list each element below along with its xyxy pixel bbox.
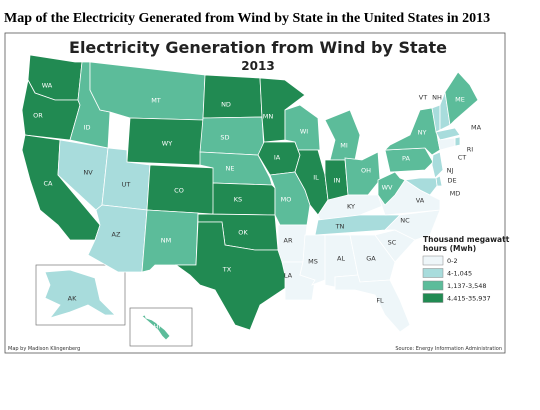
state [294, 149, 329, 216]
state-label: AZ [112, 231, 121, 239]
state-label: CO [174, 187, 184, 195]
legend-title: hours (Mwh) [423, 244, 476, 253]
state [403, 177, 438, 196]
state [384, 209, 441, 241]
legend-label: 4-1,045 [447, 270, 472, 278]
legend-label: 1,137-3,548 [447, 282, 487, 290]
state-label: CT [458, 154, 467, 162]
state [377, 171, 406, 206]
state-label: HI [154, 323, 161, 331]
map-subtitle: 2013 [241, 59, 274, 73]
state-label: OK [238, 229, 248, 237]
map-title: Electricity Generation from Wind by Stat… [69, 38, 447, 57]
state-label: RI [467, 146, 474, 154]
page-title: Map of the Electricity Generated from Wi… [4, 11, 490, 26]
legend-title: Thousand megawatt [423, 235, 510, 244]
legend-label: 0-2 [447, 257, 458, 265]
state [141, 209, 199, 273]
state-label: OR [33, 112, 43, 120]
state-label: MS [308, 258, 318, 266]
state-label: FL [376, 297, 384, 305]
state-label: KY [347, 203, 355, 211]
state-label: NH [432, 94, 442, 102]
state [435, 127, 461, 141]
state [141, 314, 171, 341]
state [454, 136, 461, 147]
state-label: WY [162, 140, 172, 148]
state-label: VT [419, 94, 427, 102]
state-label: ME [455, 96, 465, 104]
state-label: MD [450, 190, 461, 198]
state [277, 224, 308, 263]
state-label: AR [284, 237, 293, 245]
state-label: UT [122, 181, 131, 189]
state-label: MA [471, 124, 482, 132]
state [202, 74, 263, 119]
state [334, 274, 411, 333]
state [44, 269, 116, 319]
alaska-inset [35, 264, 126, 326]
state-label: MT [151, 97, 161, 105]
state-label: NC [400, 217, 410, 225]
state-label: AL [337, 255, 345, 263]
state [212, 182, 276, 216]
state [444, 71, 479, 126]
state-label: NV [83, 169, 93, 177]
state-label: WI [300, 128, 308, 136]
state-label: MI [340, 142, 348, 150]
state-label: IN [334, 177, 341, 185]
state-label: NM [161, 237, 171, 245]
legend-swatch [422, 293, 444, 303]
legend-swatch [422, 280, 444, 291]
state-label: GA [366, 255, 376, 263]
source: Source: Energy Information Administratio… [395, 346, 502, 352]
state [437, 137, 456, 151]
hawaii-inset [129, 307, 193, 347]
state-label: PA [402, 155, 411, 163]
legend-label: 4,415-35,937 [447, 295, 491, 303]
state-label: WV [382, 184, 393, 192]
state-label: SC [388, 239, 397, 247]
credit: Map by Madison Klingenberg [8, 346, 80, 352]
state-label: KS [234, 196, 242, 204]
state-label: ND [221, 101, 231, 109]
state-label: LA [284, 272, 293, 280]
state-label: OH [361, 167, 371, 175]
state-label: NY [418, 129, 427, 137]
state-label: AK [68, 295, 77, 303]
state-label: WA [42, 82, 53, 90]
state [199, 116, 265, 156]
state-label: CA [44, 180, 54, 188]
state-label: VA [416, 197, 425, 205]
state-label: SD [220, 134, 229, 142]
state-label: NJ [447, 167, 454, 175]
state-label: DE [447, 177, 456, 185]
state-label: IA [274, 154, 281, 162]
legend-swatch [422, 255, 444, 266]
state-label: MN [263, 113, 274, 121]
state-label: ID [84, 124, 91, 132]
state-label: NE [226, 165, 235, 173]
state [431, 151, 444, 179]
state-label: TX [222, 266, 232, 274]
state-label: TN [335, 223, 345, 231]
legend-swatch [422, 268, 444, 278]
state-label: IL [313, 174, 319, 182]
state-label: MO [281, 196, 292, 204]
state [174, 221, 291, 331]
